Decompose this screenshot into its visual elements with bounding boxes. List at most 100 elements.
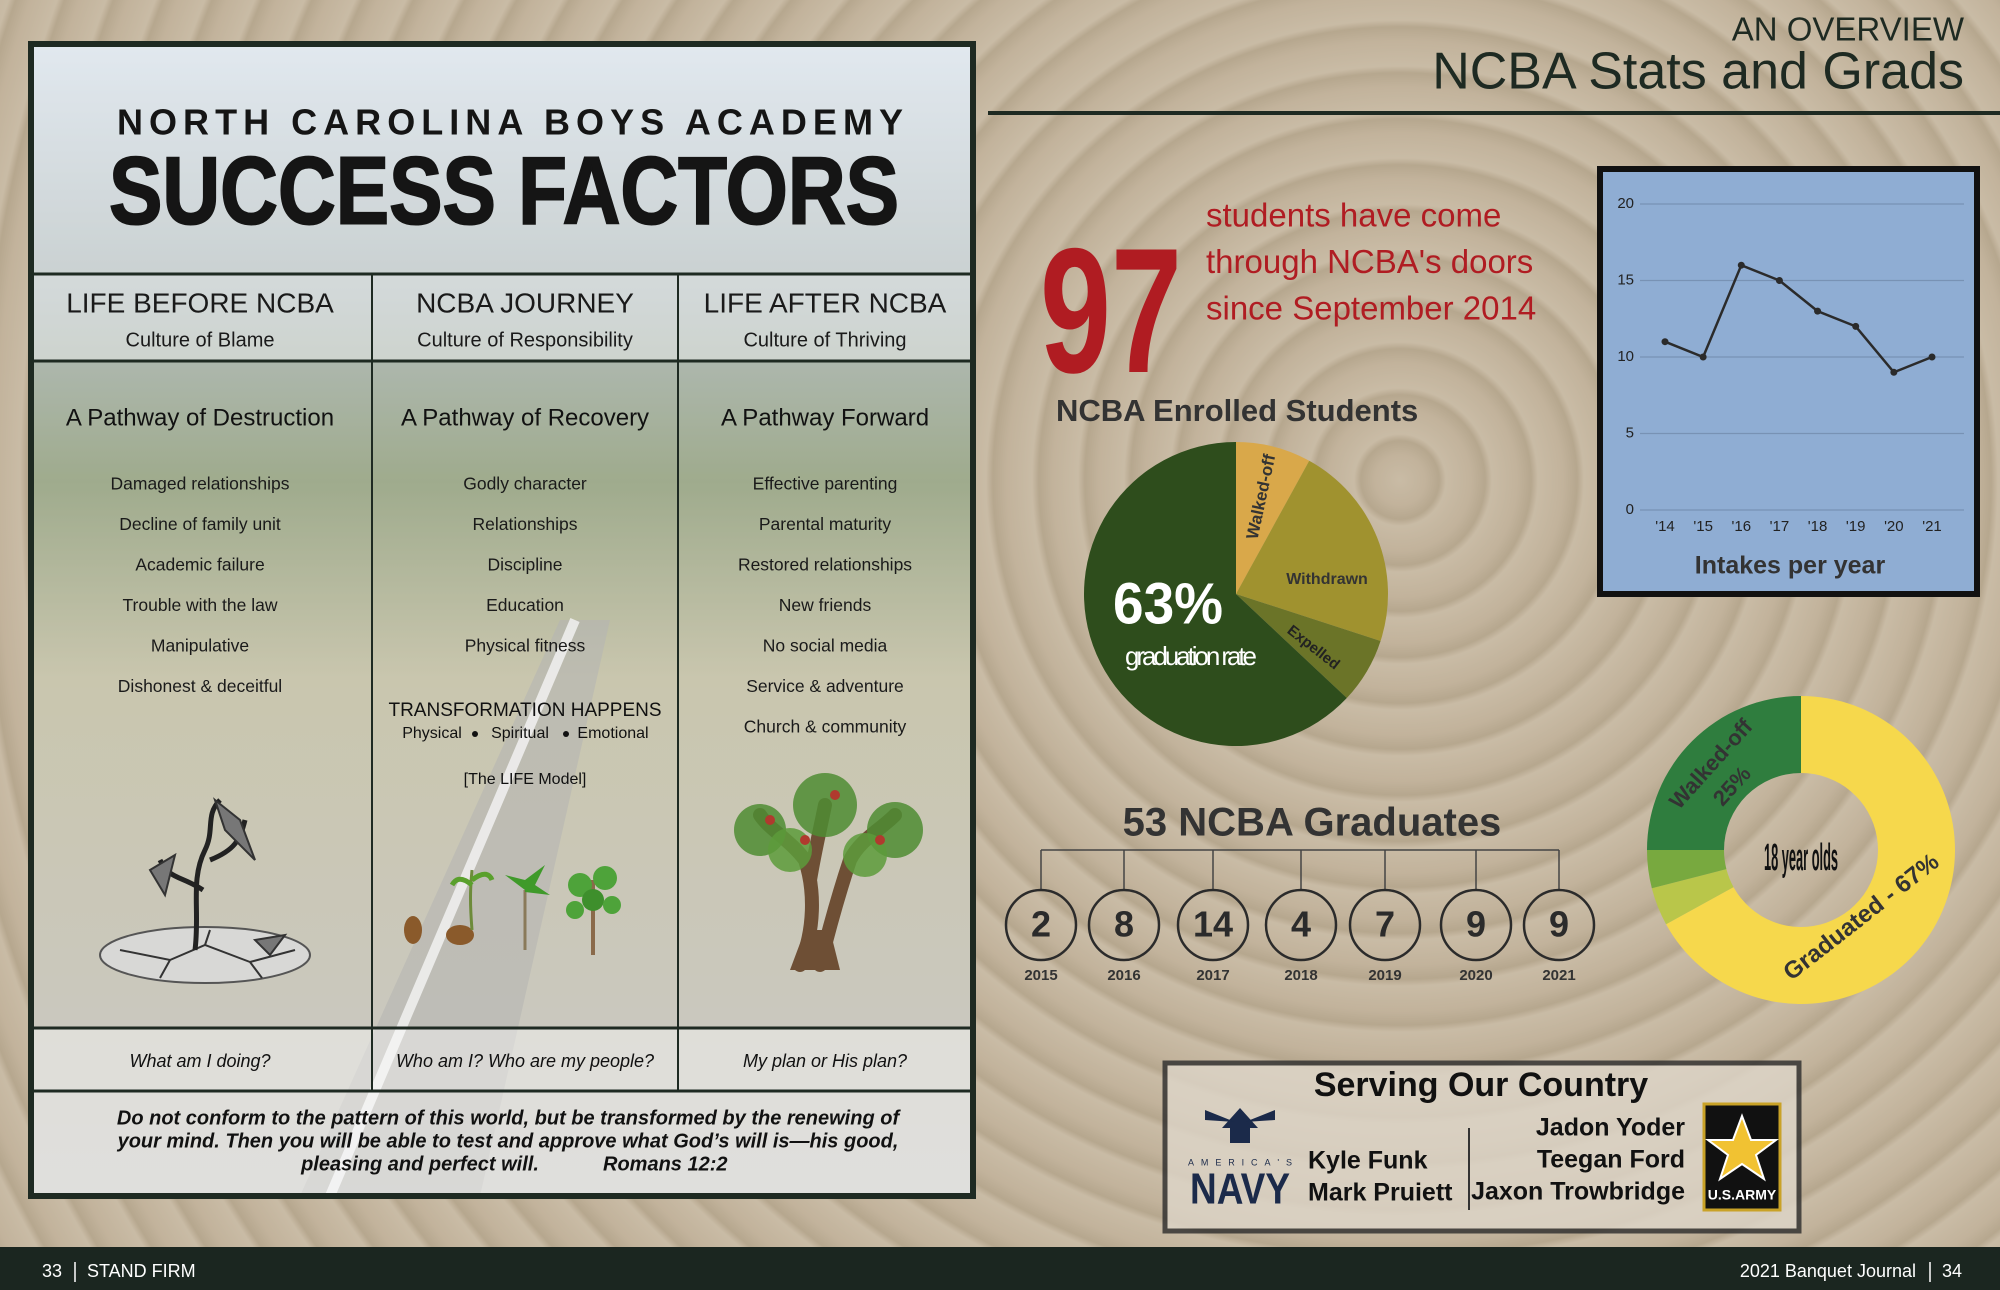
graduates-title: 53 NCBA Graduates	[1123, 801, 1502, 845]
column-culture: Culture of Responsibility	[417, 329, 633, 351]
slice	[1236, 460, 1388, 641]
y-tick-label: 10	[1617, 348, 1634, 365]
x-tick-label: '15	[1693, 518, 1713, 535]
transformation-aspect: Spiritual	[491, 725, 549, 742]
transformation-aspect: Emotional	[577, 725, 648, 742]
pathway-title: A Pathway of Recovery	[401, 404, 649, 431]
year-circle	[1264, 888, 1338, 962]
column-item: New friends	[779, 595, 872, 615]
footer-page: 34	[1942, 1261, 1962, 1281]
pathway-title: A Pathway of Destruction	[66, 404, 334, 431]
verse-line: Do not conform to the pattern of this wo…	[117, 1107, 902, 1129]
army-logo-word: U.S.ARMY	[1708, 1187, 1777, 1203]
column-item: Discipline	[488, 555, 563, 575]
column-heading: LIFE AFTER NCBA	[704, 287, 947, 318]
column-heading: NCBA JOURNEY	[416, 287, 634, 318]
transformation-title: TRANSFORMATION HAPPENS	[388, 700, 661, 721]
page-title: NCBA Stats and Grads	[1432, 43, 1964, 101]
bullet	[472, 731, 478, 737]
transformation-aspect: Physical	[402, 725, 462, 742]
year-circle	[1004, 888, 1078, 962]
slice	[1647, 850, 1727, 889]
chart-title: NCBA Enrolled Students	[1056, 393, 1418, 428]
y-tick-label: 15	[1617, 271, 1634, 288]
panel-title: SUCCESS FACTORS	[109, 137, 899, 244]
footer-page: 33	[42, 1261, 62, 1281]
graduate-count: 8	[1114, 904, 1134, 945]
service-box	[1162, 1060, 1802, 1234]
column-item: Academic failure	[135, 555, 264, 575]
graduate-year: 2018	[1284, 967, 1317, 984]
footer-bar	[0, 1247, 2000, 1290]
data-point	[1928, 353, 1936, 361]
success-factors-panel	[28, 41, 976, 1199]
service-title: Serving Our Country	[1314, 1066, 1648, 1104]
verse-reference: Romans 12:2	[603, 1153, 728, 1175]
year-circle	[1176, 888, 1250, 962]
column-item: Decline of family unit	[119, 514, 281, 534]
verse-line: pleasing and perfect will.	[300, 1153, 539, 1175]
service-name: Mark Pruiett	[1308, 1179, 1453, 1207]
graduate-count: 9	[1549, 904, 1569, 945]
graduate-year: 2016	[1107, 967, 1140, 984]
service-name: Jaxon Trowbridge	[1471, 1178, 1685, 1206]
slice	[1083, 442, 1347, 747]
column-item: Trouble with the law	[123, 595, 278, 615]
total-text: students have come	[1206, 197, 1501, 234]
slice	[1647, 696, 1801, 850]
intakes-chart-frame	[1597, 166, 1980, 597]
x-tick-label: '17	[1770, 518, 1790, 535]
total-text: since September 2014	[1206, 290, 1536, 327]
panel-grid	[31, 272, 973, 1093]
data-point	[1814, 307, 1822, 315]
data-point	[1852, 322, 1860, 330]
graduate-count: 2	[1031, 904, 1051, 945]
column-item: Damaged relationships	[111, 474, 290, 494]
column-culture: Culture of Thriving	[743, 329, 906, 351]
year-circle	[1439, 888, 1513, 962]
column-culture: Culture of Blame	[126, 329, 275, 351]
service-name: Teegan Ford	[1537, 1146, 1685, 1174]
total-number: 97	[1040, 211, 1182, 410]
graduate-count: 9	[1466, 904, 1486, 945]
graduate-year: 2020	[1459, 967, 1492, 984]
navy-emblem	[1205, 1108, 1275, 1143]
column-question: My plan or His plan?	[743, 1051, 907, 1071]
column-item: Godly character	[463, 474, 587, 494]
bullet	[563, 731, 569, 737]
x-tick-label: '21	[1922, 518, 1942, 535]
chart-title: Intakes per year	[1695, 552, 1886, 580]
column-question: What am I doing?	[129, 1051, 270, 1071]
panel-subtitle: NORTH CAROLINA BOYS ACADEMY	[117, 102, 903, 143]
slice	[1236, 442, 1310, 594]
column-item: Parental maturity	[759, 514, 892, 534]
y-tick-label: 5	[1626, 424, 1634, 441]
data-point	[1737, 261, 1745, 269]
donut-center: 18 year olds	[1764, 837, 1838, 879]
cracked-ground-illustration	[99, 797, 311, 984]
x-tick-label: '20	[1884, 518, 1904, 535]
column-question: Who am I? Who are my people?	[396, 1051, 654, 1071]
footer-title: 2021 Banquet Journal	[1740, 1261, 1916, 1281]
data-line	[1664, 263, 1933, 374]
slice-value-label: 63%	[1113, 571, 1223, 636]
column-item: Physical fitness	[465, 636, 586, 656]
column-header-wash	[31, 274, 973, 361]
model-label: [The LIFE Model]	[464, 771, 587, 788]
data-point	[1699, 353, 1707, 361]
kicker: AN OVERVIEW	[1732, 11, 1965, 48]
y-tick-label: 0	[1626, 501, 1634, 518]
x-tick-label: '18	[1808, 518, 1828, 535]
column-item: Relationships	[472, 514, 577, 534]
army-star	[1705, 1113, 1779, 1182]
graduate-count: 4	[1291, 904, 1311, 945]
footer-title: STAND FIRM	[87, 1261, 196, 1281]
header-wash	[31, 44, 973, 274]
graduate-count: 7	[1375, 904, 1395, 945]
column-item: Effective parenting	[753, 474, 898, 494]
column-item: Dishonest & deceitful	[118, 676, 282, 696]
pathway-title: A Pathway Forward	[721, 404, 929, 431]
column-item: Church & community	[744, 717, 907, 737]
year-circle	[1522, 888, 1596, 962]
